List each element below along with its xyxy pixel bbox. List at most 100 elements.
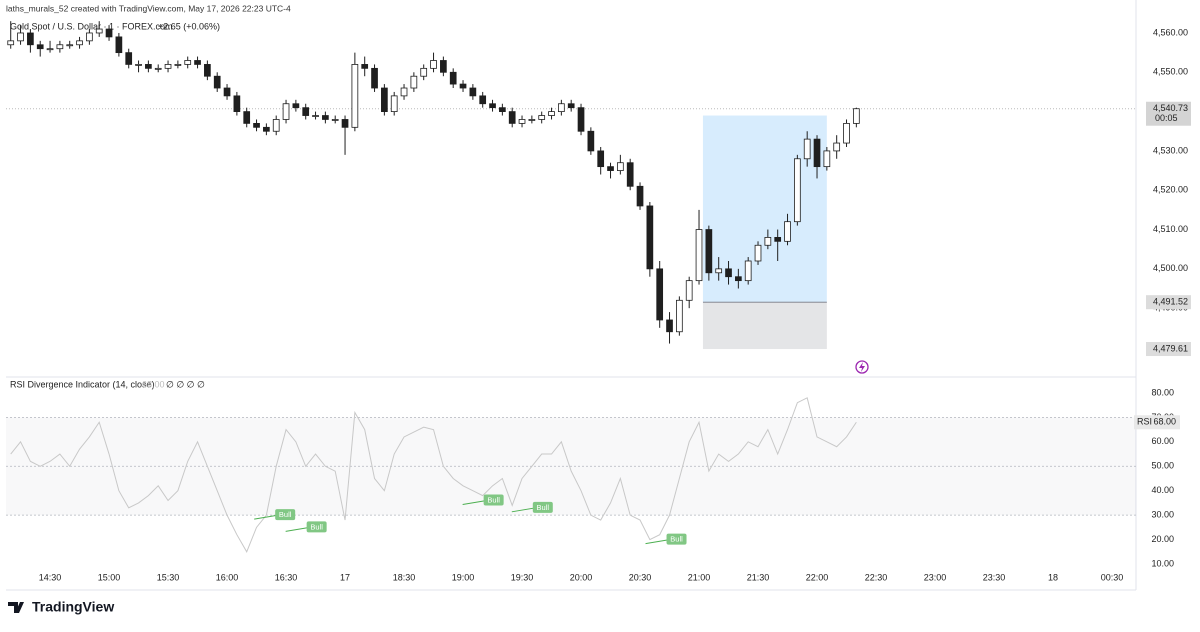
signal-label: Bull — [310, 522, 323, 531]
candle-body — [479, 95, 487, 105]
candle-body — [489, 103, 496, 109]
candle-body — [853, 108, 860, 124]
candle-body — [430, 60, 437, 69]
candle-body — [440, 60, 447, 73]
candle-body — [27, 32, 34, 46]
candle-body — [390, 95, 398, 113]
y2-tick-label: 30.00 — [1151, 510, 1174, 520]
candle-body — [803, 138, 811, 160]
candle-body — [312, 115, 319, 117]
y2-tick-label: 40.00 — [1151, 485, 1174, 495]
x-tick-label: 20:30 — [629, 572, 652, 582]
candle-body — [617, 162, 624, 171]
candle-body — [695, 229, 703, 282]
x-tick-label: 21:30 — [747, 572, 770, 582]
candle-body — [263, 126, 270, 132]
candle-body — [833, 142, 841, 152]
candle-body — [587, 130, 595, 152]
x-tick-label: 22:00 — [806, 572, 829, 582]
candle-body — [282, 103, 290, 120]
candle-body — [469, 87, 477, 97]
brand: TradingView — [32, 599, 114, 615]
candle-body — [626, 162, 634, 187]
price-label: 4,479.61 — [1153, 343, 1188, 353]
candle-body — [725, 268, 732, 278]
signal-bg — [306, 521, 327, 533]
stop-zone — [702, 302, 827, 350]
signal-label: Bull — [537, 503, 550, 512]
x-tick-label: 15:00 — [98, 572, 121, 582]
rsi-tag-value: 68.00 — [1153, 417, 1176, 427]
header: laths_murals_52 created with TradingView… — [6, 3, 291, 13]
rsi-tag-bg — [1134, 415, 1180, 430]
y-tick-label: 4,520.00 — [1153, 185, 1188, 195]
y2-tick-label: 60.00 — [1151, 436, 1174, 446]
x-tick-label: 17 — [340, 572, 350, 582]
candle-body — [548, 111, 555, 116]
candle-body — [518, 119, 526, 124]
candle-body — [508, 111, 516, 124]
x-tick-label: 23:00 — [924, 572, 947, 582]
candle-body — [135, 64, 142, 66]
x-tick-label: 19:30 — [511, 572, 534, 582]
candle-body — [744, 260, 752, 282]
y-tick-label: 4,500.00 — [1153, 263, 1188, 273]
candle-body — [145, 64, 152, 69]
candle-body — [636, 185, 644, 207]
candle-body — [764, 237, 772, 246]
signal-bg — [483, 494, 504, 506]
candle-body — [754, 244, 762, 262]
candle-body — [843, 122, 850, 144]
y-tick-label: 4,550.00 — [1153, 67, 1188, 77]
logo — [8, 602, 24, 613]
candle-body — [302, 107, 310, 116]
candle-body — [656, 268, 664, 321]
candle-body — [538, 115, 546, 120]
x-tick-label: 15:30 — [157, 572, 180, 582]
alert-icon[interactable] — [855, 360, 869, 374]
signal-line — [645, 539, 670, 545]
x-tick-label: 19:00 — [452, 572, 475, 582]
candle-body — [56, 44, 64, 50]
x-tick-label: 00:30 — [1101, 572, 1124, 582]
candle-body — [46, 48, 54, 51]
candle-body — [784, 221, 791, 242]
candle-body — [7, 40, 15, 46]
candle-body — [459, 83, 467, 89]
candle-body — [528, 119, 536, 121]
candle-body — [499, 107, 506, 113]
last-price-label: 4,540.73 — [1153, 103, 1188, 113]
candle-body — [597, 150, 605, 168]
candle-body — [66, 44, 74, 47]
candle-body — [243, 111, 251, 124]
candle-body — [371, 67, 378, 89]
x-tick-label: 16:00 — [216, 572, 239, 582]
indicator-value: 68.00 — [142, 379, 165, 389]
rsi-line — [10, 397, 857, 553]
candle-body — [774, 237, 782, 242]
candle-body — [253, 122, 260, 128]
candle-body — [410, 75, 418, 89]
candle-body — [115, 36, 123, 54]
candle-body — [184, 60, 192, 65]
x-tick-label: 14:30 — [39, 572, 62, 582]
signal-line — [285, 526, 310, 532]
indicator-title: RSI Divergence Indicator (14, close) — [10, 379, 155, 389]
candle-body — [105, 28, 113, 38]
chart-title: Gold Spot / U.S. Dollar · 1 · FOREX.com — [10, 21, 173, 31]
candle-body — [685, 280, 693, 301]
y2-tick-label: 20.00 — [1151, 534, 1174, 544]
signal-label: Bull — [279, 510, 292, 519]
candle-body — [322, 115, 329, 120]
candle-body — [223, 87, 231, 97]
signal-line — [511, 507, 536, 513]
y-tick-label: 4,530.00 — [1153, 145, 1188, 155]
candle-body — [420, 67, 428, 77]
candle-body — [331, 119, 339, 121]
candle-body — [735, 276, 742, 282]
price-label-bg — [1146, 342, 1191, 357]
candle-body — [715, 268, 723, 274]
candle-body — [272, 119, 280, 132]
candle-body — [86, 32, 93, 42]
candle-body — [813, 138, 821, 168]
